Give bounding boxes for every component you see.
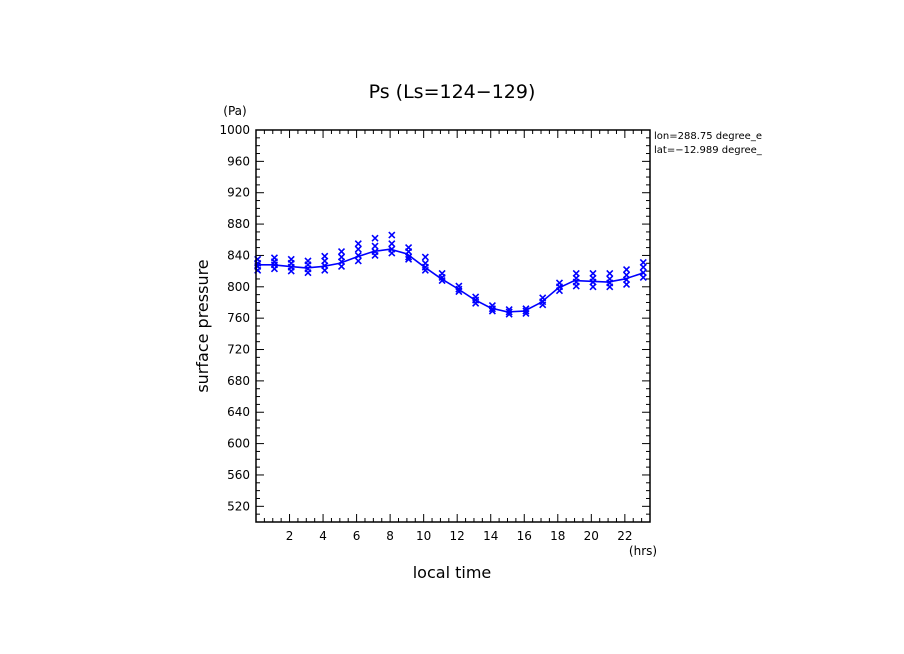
- y-tick-label: 720: [227, 343, 250, 357]
- x-marker: [270, 265, 279, 273]
- x-tick-label: 16: [517, 529, 532, 543]
- x-marker: [639, 263, 647, 271]
- y-tick-label: 600: [227, 437, 250, 451]
- x-marker: [472, 299, 480, 307]
- x-marker: [337, 262, 346, 270]
- x-marker: [405, 253, 413, 261]
- y-tick-label: 840: [227, 248, 250, 262]
- annotation-lat: lat=−12.989 degree_: [654, 145, 763, 156]
- x-marker: [505, 310, 513, 318]
- x-marker: [354, 245, 362, 253]
- x-tick-label: 10: [416, 529, 431, 543]
- y-unit-label: (Pa): [223, 104, 246, 118]
- x-marker: [438, 276, 446, 285]
- y-tick-label: 760: [227, 311, 250, 325]
- x-tick-label: 14: [483, 529, 498, 543]
- x-marker: [354, 257, 362, 265]
- x-marker: [455, 285, 463, 293]
- plot-data: [254, 231, 647, 318]
- y-tick-label: 800: [227, 280, 250, 294]
- x-marker: [354, 251, 362, 260]
- chart-title: Ps (Ls=124−129): [369, 81, 536, 103]
- x-marker: [639, 273, 647, 281]
- x-tick-label: 22: [617, 529, 632, 543]
- y-axis-label: surface pressure: [193, 259, 212, 392]
- x-tick-label: 12: [450, 529, 465, 543]
- plot-frame: [255, 129, 651, 523]
- x-marker: [455, 287, 463, 296]
- x-marker: [572, 282, 580, 290]
- x-marker: [555, 287, 564, 295]
- y-tick-label: 880: [227, 217, 250, 231]
- x-marker: [421, 253, 429, 261]
- y-tick-label: 920: [227, 186, 250, 200]
- x-marker: [622, 265, 631, 274]
- y-tick-label: 520: [227, 499, 250, 513]
- x-marker: [371, 234, 379, 242]
- y-tick-label: 640: [227, 405, 250, 419]
- x-marker: [606, 269, 614, 278]
- x-marker: [388, 231, 396, 239]
- x-tick-label: 8: [386, 529, 394, 543]
- x-tick-label: 20: [584, 529, 599, 543]
- x-tick-label: 4: [319, 529, 327, 543]
- x-marker: [505, 308, 513, 316]
- x-axis-label: local time: [413, 563, 492, 582]
- x-marker: [388, 249, 396, 257]
- x-marker: [337, 247, 346, 256]
- y-tick-label: 1000: [219, 123, 250, 137]
- x-marker: [522, 307, 530, 315]
- x-marker: [522, 309, 530, 318]
- x-marker: [321, 266, 329, 274]
- x-marker: [304, 269, 312, 277]
- x-marker: [622, 280, 631, 289]
- x-marker: [488, 305, 496, 313]
- annotation-lon: lon=288.75 degree_e: [654, 131, 762, 142]
- x-marker: [287, 267, 295, 275]
- x-marker: [354, 240, 362, 248]
- y-tick-label: 560: [227, 468, 250, 482]
- y-tick-label: 680: [227, 374, 250, 388]
- x-tick-label: 2: [286, 529, 294, 543]
- x-marker: [488, 307, 496, 315]
- x-marker: [405, 255, 413, 263]
- x-marker: [405, 247, 413, 256]
- x-marker: [371, 251, 379, 260]
- x-marker: [539, 301, 547, 309]
- x-tick-label: 18: [550, 529, 565, 543]
- y-tick-label: 960: [227, 154, 250, 168]
- x-marker: [606, 283, 614, 291]
- x-marker: [589, 283, 597, 291]
- x-unit-label: (hrs): [629, 544, 657, 558]
- axes: 2 4 6 8 10 12 14 16 18 20 22 1000 960 920 880 840 800 760…: [219, 123, 650, 543]
- x-marker: [421, 266, 429, 274]
- x-marker: [371, 242, 379, 250]
- x-tick-label: 6: [353, 529, 361, 543]
- series-line: [256, 248, 642, 313]
- x-marker: [388, 240, 396, 248]
